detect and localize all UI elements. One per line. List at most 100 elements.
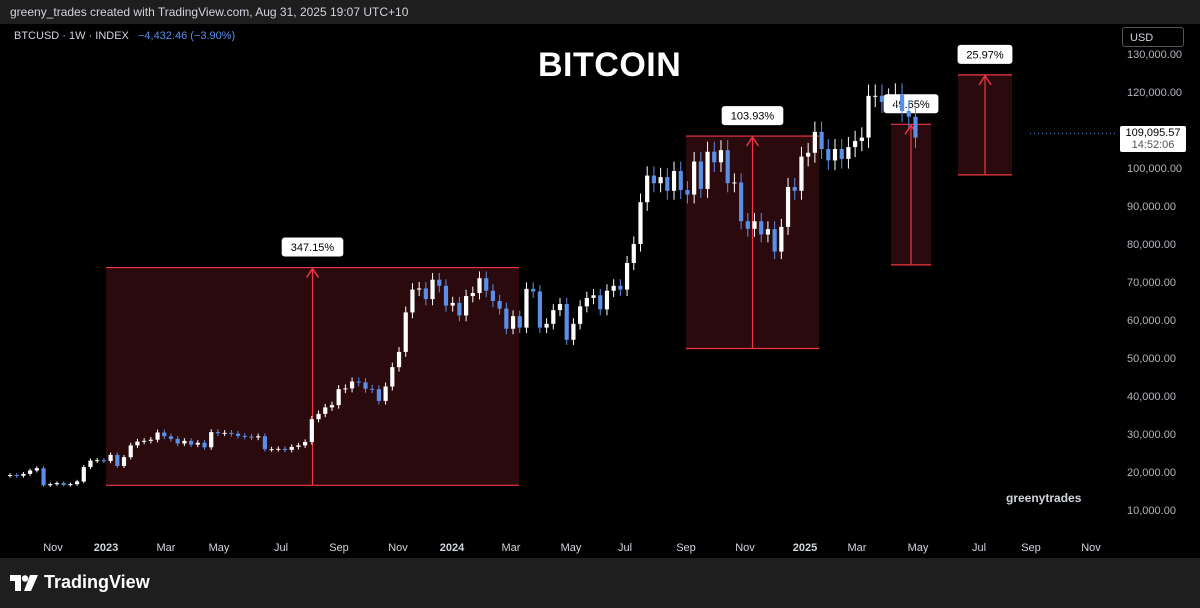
move-label: 25.97%	[966, 49, 1004, 61]
credit-text: greeny_trades created with TradingView.c…	[10, 5, 409, 19]
candle-body	[343, 388, 348, 390]
candle-body	[859, 137, 864, 142]
candle-body	[738, 182, 744, 222]
x-axis-label: Mar	[502, 542, 521, 554]
candle-body	[779, 226, 784, 252]
candle-body	[88, 460, 93, 468]
candle-body	[21, 473, 26, 476]
candle-body	[732, 182, 737, 184]
candle-body	[531, 288, 536, 292]
candle-body	[638, 202, 643, 244]
candle-body	[356, 381, 361, 383]
candle-body	[557, 304, 563, 311]
price-change: −4,432.46 (−3.90%)	[137, 30, 236, 42]
candle-body	[893, 94, 898, 100]
candle-body	[215, 432, 221, 434]
y-axis-label: 100,000.00	[1127, 163, 1182, 175]
candle-body	[28, 470, 33, 474]
x-axis-label: Jul	[274, 542, 288, 554]
y-axis-label: 30,000.00	[1127, 429, 1176, 441]
candle-body	[578, 306, 583, 324]
candle-body	[537, 291, 542, 328]
candle-body	[886, 99, 891, 102]
candle-body	[403, 312, 408, 352]
candle-body	[745, 221, 750, 229]
candle-body	[712, 151, 717, 163]
candle-body	[276, 448, 281, 450]
candle-body	[155, 432, 160, 440]
candle-body	[899, 94, 905, 111]
y-axis-label: 40,000.00	[1127, 391, 1176, 403]
x-axis-label: 2023	[94, 542, 118, 554]
last-price-value: 109,095.57	[1125, 127, 1181, 139]
candle-body	[115, 454, 120, 466]
candle-body	[430, 279, 435, 300]
tradingview-logo-icon	[10, 574, 38, 591]
candle-body	[785, 187, 791, 227]
x-axis-label: 2024	[440, 542, 465, 554]
move-label: 49.65%	[892, 99, 930, 111]
tradingview-logo[interactable]: TradingView	[10, 572, 150, 593]
candle-body	[678, 171, 683, 191]
candle-body	[128, 445, 133, 458]
candle-body	[604, 290, 610, 310]
candle-body	[524, 288, 529, 328]
candle-body	[437, 279, 442, 286]
symbol-legend[interactable]: BTCUSD · 1W · INDEX −4,432.46 (−3.90%)	[14, 30, 235, 42]
candle-body	[477, 278, 482, 294]
candle-body	[705, 151, 710, 189]
candle-body	[235, 433, 241, 436]
candle-body	[303, 441, 308, 446]
candle-body	[759, 221, 764, 235]
candle-body	[269, 449, 274, 451]
x-axis-label: May	[561, 542, 582, 554]
candle-body	[718, 150, 724, 163]
y-axis-label: 20,000.00	[1127, 467, 1176, 479]
candle-body	[148, 439, 153, 441]
candle-body	[323, 407, 328, 414]
candle-body	[618, 285, 623, 290]
candle-body	[162, 432, 167, 437]
y-axis-label: 130,000.00	[1127, 49, 1182, 61]
candle-body	[497, 301, 502, 309]
candle-body	[209, 432, 214, 448]
candle-body	[229, 432, 234, 434]
move-box-arrow-head	[978, 74, 992, 86]
candle-body	[417, 288, 422, 290]
candle-body	[806, 152, 811, 157]
y-axis-label: 120,000.00	[1127, 87, 1182, 99]
candle-body	[249, 436, 254, 438]
candle-body	[121, 457, 127, 466]
x-axis-label: Nov	[388, 542, 408, 554]
y-axis-label: 60,000.00	[1127, 315, 1176, 327]
credit-bar: greeny_trades created with TradingView.c…	[0, 0, 1200, 24]
y-axis-label: 90,000.00	[1127, 201, 1176, 213]
candle-body	[202, 442, 207, 448]
candle-body	[443, 285, 449, 306]
candle-body	[591, 295, 596, 298]
candle-body	[370, 388, 375, 390]
x-axis-label: Jul	[972, 542, 986, 554]
candle-body	[772, 229, 777, 252]
currency-button[interactable]: USD	[1122, 27, 1184, 47]
move-label-box	[721, 106, 784, 126]
candle-body	[651, 175, 657, 184]
candle-body	[316, 413, 321, 420]
candle-body	[410, 289, 415, 313]
candle-body	[41, 468, 46, 486]
candle-body	[832, 149, 838, 161]
y-axis-label: 50,000.00	[1127, 353, 1176, 365]
candle-body	[68, 484, 73, 486]
candle-body	[54, 483, 60, 485]
candle-body	[175, 438, 180, 444]
candle-body	[349, 381, 355, 389]
x-axis-label: Sep	[1021, 542, 1041, 554]
candle-body	[74, 481, 80, 485]
x-axis-label: Mar	[157, 542, 176, 554]
candle-body	[510, 316, 516, 329]
candle-body	[799, 156, 804, 191]
candle-body	[812, 131, 817, 153]
candle-body	[81, 467, 86, 482]
tradingview-wordmark: TradingView	[44, 572, 150, 592]
bar-countdown: 14:52:06	[1131, 139, 1175, 151]
